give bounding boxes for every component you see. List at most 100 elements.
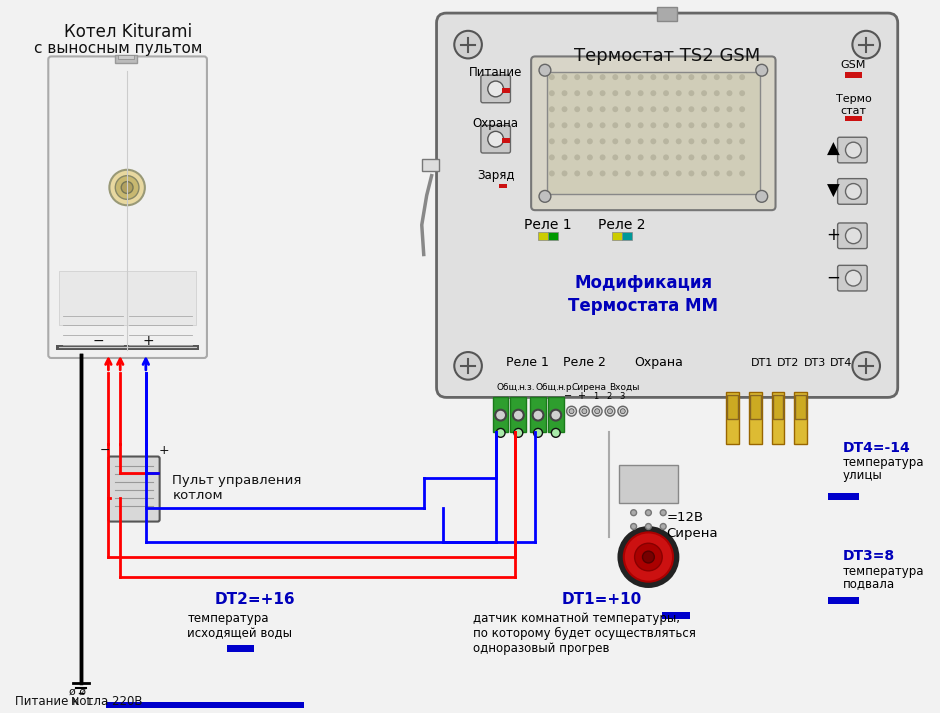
Circle shape bbox=[607, 409, 613, 414]
Text: Сирена: Сирена bbox=[666, 528, 718, 540]
Text: Модификация: Модификация bbox=[574, 275, 713, 292]
Text: с выносным пультом: с выносным пультом bbox=[34, 41, 202, 56]
Text: 2: 2 bbox=[606, 392, 612, 401]
Circle shape bbox=[663, 123, 669, 128]
Circle shape bbox=[600, 123, 605, 128]
Circle shape bbox=[663, 138, 669, 144]
Circle shape bbox=[454, 352, 482, 379]
Circle shape bbox=[488, 81, 504, 97]
Circle shape bbox=[625, 106, 631, 112]
Circle shape bbox=[600, 170, 605, 176]
Text: DT4=-14: DT4=-14 bbox=[842, 441, 910, 455]
Circle shape bbox=[676, 91, 682, 96]
Circle shape bbox=[549, 123, 555, 128]
Circle shape bbox=[676, 106, 682, 112]
Circle shape bbox=[637, 91, 644, 96]
Bar bbox=[728, 396, 738, 419]
Circle shape bbox=[574, 170, 580, 176]
Circle shape bbox=[701, 170, 707, 176]
Circle shape bbox=[116, 175, 139, 200]
Bar bbox=[530, 397, 546, 432]
Text: −: − bbox=[93, 334, 104, 348]
Circle shape bbox=[688, 91, 695, 96]
Circle shape bbox=[600, 155, 605, 160]
Text: по которому будет осуществляться: по которому будет осуществляться bbox=[473, 627, 696, 640]
Bar bbox=[621, 232, 632, 240]
Text: исходящей воды: исходящей воды bbox=[187, 627, 292, 640]
Text: н.р.: н.р. bbox=[556, 382, 574, 391]
Bar bbox=[750, 396, 760, 419]
Text: DT4: DT4 bbox=[830, 358, 853, 368]
Bar bbox=[548, 397, 564, 432]
Bar bbox=[538, 232, 548, 240]
Bar bbox=[794, 392, 807, 443]
Text: DT1: DT1 bbox=[751, 358, 773, 368]
Bar bbox=[227, 645, 254, 652]
Circle shape bbox=[663, 170, 669, 176]
Bar bbox=[106, 702, 304, 708]
Circle shape bbox=[561, 91, 568, 96]
Circle shape bbox=[592, 406, 603, 416]
FancyBboxPatch shape bbox=[838, 223, 868, 249]
Circle shape bbox=[600, 138, 605, 144]
Circle shape bbox=[713, 155, 720, 160]
Circle shape bbox=[625, 155, 631, 160]
Circle shape bbox=[567, 406, 576, 416]
FancyBboxPatch shape bbox=[838, 137, 868, 163]
Circle shape bbox=[688, 106, 695, 112]
Circle shape bbox=[587, 138, 593, 144]
Text: Котел Kiturami: Котел Kiturami bbox=[64, 23, 192, 41]
Circle shape bbox=[650, 91, 656, 96]
Text: датчик комнатной температуры,: датчик комнатной температуры, bbox=[473, 612, 680, 625]
Text: одноразовый прогрев: одноразовый прогрев bbox=[473, 642, 609, 655]
FancyBboxPatch shape bbox=[481, 125, 510, 153]
Text: Реле 2: Реле 2 bbox=[563, 356, 605, 369]
Circle shape bbox=[739, 91, 745, 96]
Circle shape bbox=[727, 123, 732, 128]
Text: −: − bbox=[101, 443, 111, 456]
Circle shape bbox=[739, 170, 745, 176]
Circle shape bbox=[637, 138, 644, 144]
Bar bbox=[828, 493, 859, 500]
Text: +: + bbox=[158, 443, 169, 456]
Circle shape bbox=[549, 155, 555, 160]
FancyBboxPatch shape bbox=[838, 265, 868, 291]
Circle shape bbox=[574, 138, 580, 144]
Bar bbox=[56, 345, 199, 350]
Circle shape bbox=[660, 523, 666, 530]
Circle shape bbox=[587, 106, 593, 112]
Circle shape bbox=[579, 406, 589, 416]
Text: Реле 1: Реле 1 bbox=[506, 356, 549, 369]
Circle shape bbox=[631, 523, 636, 530]
Bar bbox=[772, 392, 784, 443]
Circle shape bbox=[587, 170, 593, 176]
Bar bbox=[662, 612, 690, 619]
Text: котлом: котлом bbox=[172, 489, 223, 503]
Circle shape bbox=[534, 429, 542, 437]
Circle shape bbox=[701, 123, 707, 128]
Text: Термостат TS2 GSM: Термостат TS2 GSM bbox=[574, 46, 760, 65]
Text: DT3=8: DT3=8 bbox=[842, 549, 895, 563]
Circle shape bbox=[561, 138, 568, 144]
Circle shape bbox=[574, 91, 580, 96]
Circle shape bbox=[676, 155, 682, 160]
Circle shape bbox=[587, 155, 593, 160]
Circle shape bbox=[646, 523, 651, 530]
Text: 1: 1 bbox=[593, 392, 599, 401]
Circle shape bbox=[625, 91, 631, 96]
Text: подвала: подвала bbox=[842, 578, 895, 590]
Circle shape bbox=[612, 123, 619, 128]
Circle shape bbox=[688, 138, 695, 144]
Circle shape bbox=[612, 74, 619, 80]
Circle shape bbox=[643, 551, 654, 563]
Text: Реле 1: Реле 1 bbox=[525, 218, 572, 232]
Circle shape bbox=[637, 106, 644, 112]
Bar bbox=[498, 183, 508, 188]
Circle shape bbox=[619, 528, 678, 587]
FancyBboxPatch shape bbox=[481, 75, 510, 103]
Circle shape bbox=[637, 155, 644, 160]
Circle shape bbox=[612, 91, 619, 96]
Circle shape bbox=[561, 74, 568, 80]
Circle shape bbox=[549, 138, 555, 144]
Circle shape bbox=[727, 138, 732, 144]
